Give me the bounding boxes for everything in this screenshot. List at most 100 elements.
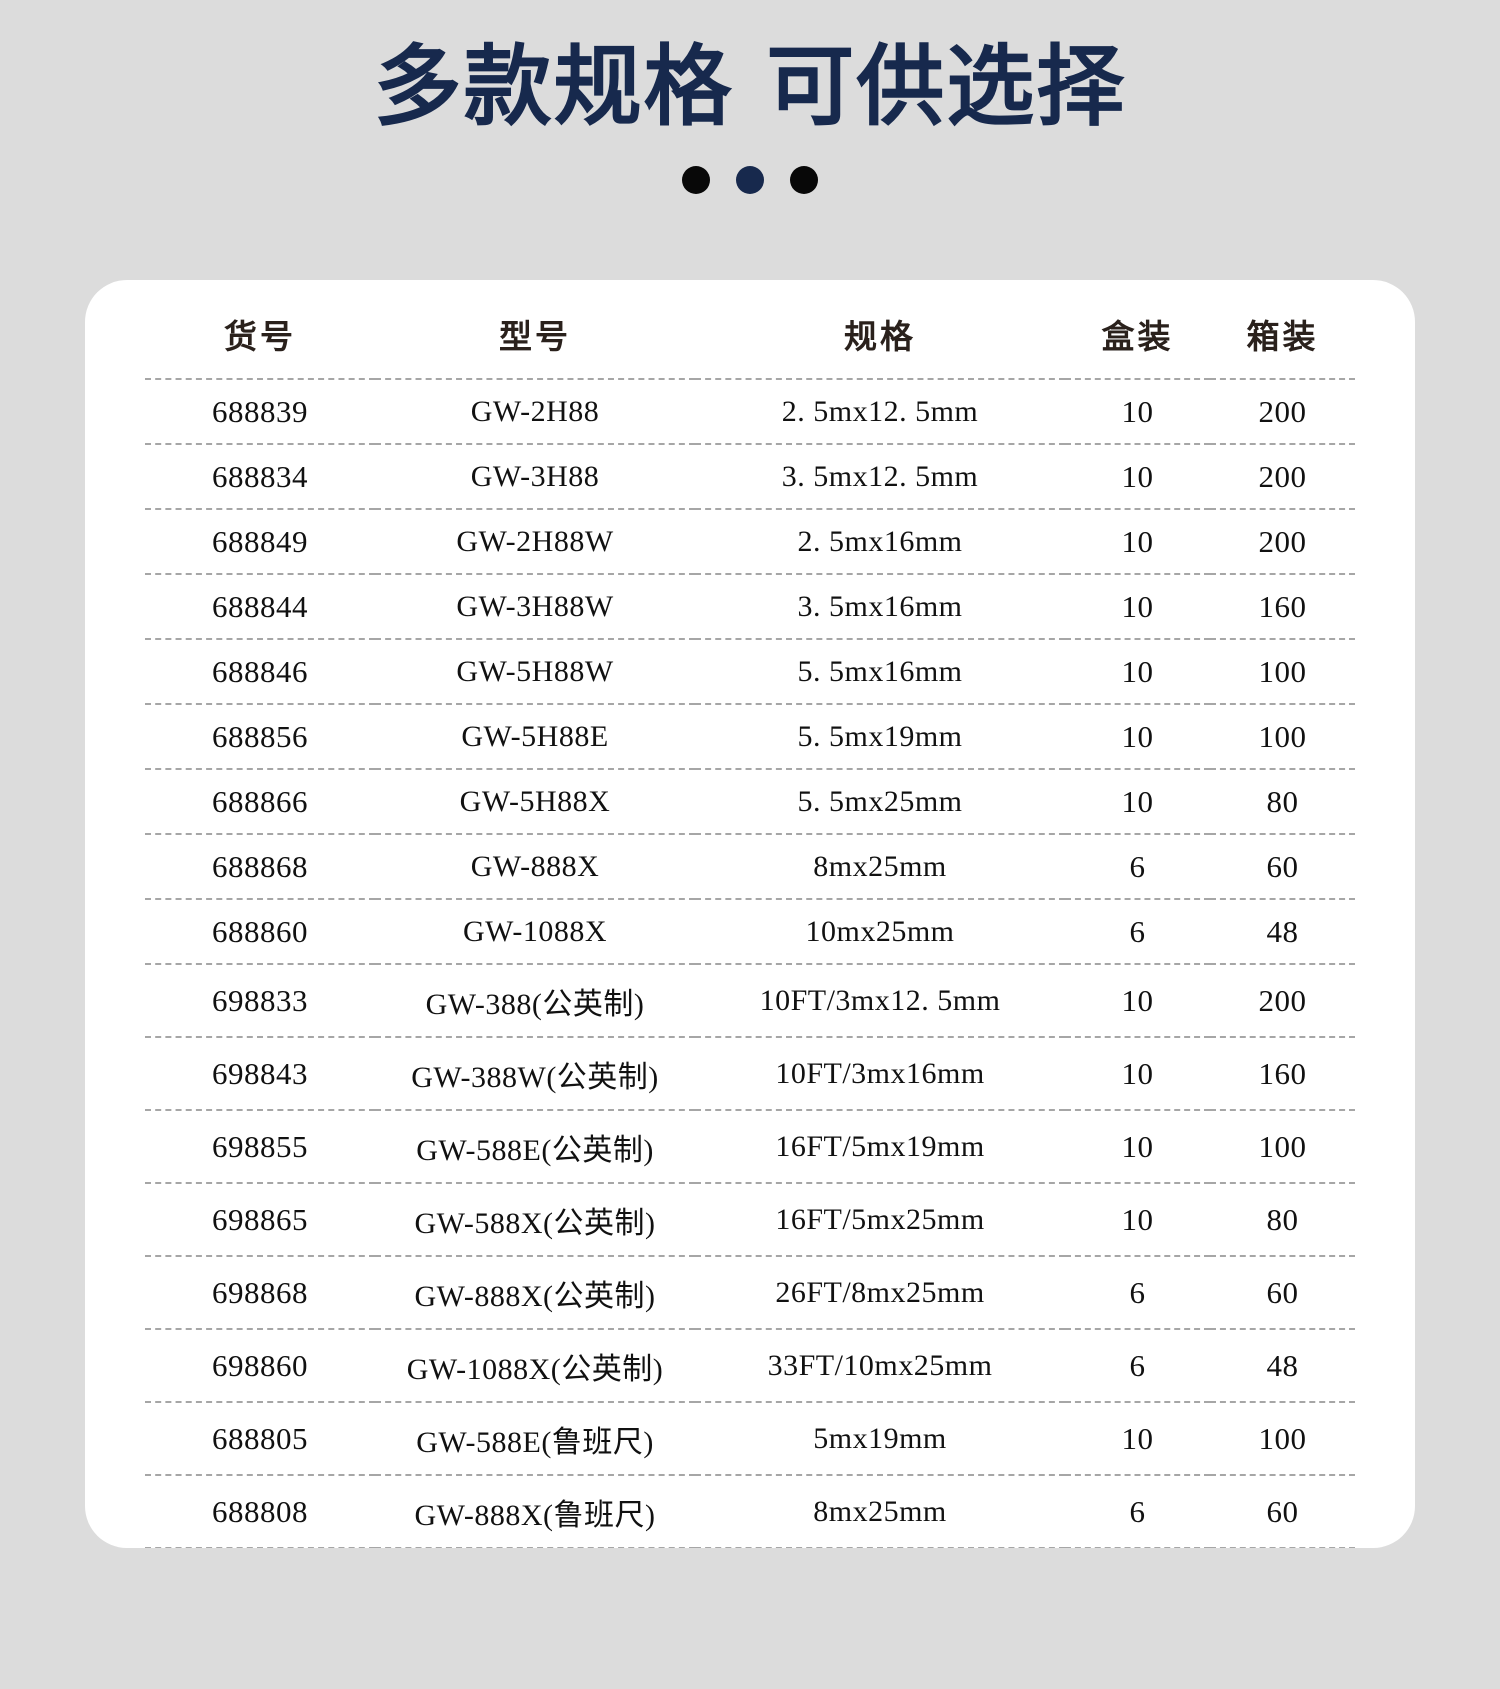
column-header-code: 货号 [145, 288, 375, 380]
cell-carton: 60 [1210, 1256, 1355, 1330]
cell-spec: 3. 5mx12. 5mm [695, 444, 1065, 510]
cell-box: 10 [1065, 1037, 1210, 1111]
table-row: 698865 GW-588X(公英制) 16FT/5mx25mm 10 80 [145, 1183, 1355, 1257]
cell-carton: 160 [1210, 1037, 1355, 1111]
column-header-model: 型号 [375, 288, 695, 380]
cell-model: GW-5H88X [375, 769, 695, 835]
cell-box: 6 [1065, 1329, 1210, 1403]
cell-spec: 5. 5mx16mm [695, 639, 1065, 705]
table-row: 688844 GW-3H88W 3. 5mx16mm 10 160 [145, 574, 1355, 640]
cell-box: 10 [1065, 509, 1210, 575]
cell-code: 688808 [145, 1475, 375, 1548]
table-row: 688839 GW-2H88 2. 5mx12. 5mm 10 200 [145, 379, 1355, 445]
cell-model: GW-588E(鲁班尺) [375, 1402, 695, 1476]
cell-box: 6 [1065, 1256, 1210, 1330]
cell-carton: 48 [1210, 899, 1355, 965]
cell-box: 10 [1065, 574, 1210, 640]
cell-code: 688866 [145, 769, 375, 835]
cell-spec: 16FT/5mx19mm [695, 1110, 1065, 1184]
cell-model: GW-5H88W [375, 639, 695, 705]
cell-carton: 200 [1210, 964, 1355, 1038]
cell-code: 698855 [145, 1110, 375, 1184]
cell-box: 6 [1065, 899, 1210, 965]
page-title: 多款规格 可供选择 [373, 35, 1127, 138]
table-row: 698860 GW-1088X(公英制) 33FT/10mx25mm 6 48 [145, 1329, 1355, 1403]
cell-carton: 48 [1210, 1329, 1355, 1403]
cell-code: 688856 [145, 704, 375, 770]
cell-carton: 60 [1210, 834, 1355, 900]
table-row: 688808 GW-888X(鲁班尺) 8mx25mm 6 60 [145, 1475, 1355, 1548]
cell-code: 698860 [145, 1329, 375, 1403]
cell-code: 688849 [145, 509, 375, 575]
cell-box: 6 [1065, 834, 1210, 900]
cell-spec: 5. 5mx19mm [695, 704, 1065, 770]
table-row: 688849 GW-2H88W 2. 5mx16mm 10 200 [145, 509, 1355, 575]
cell-carton: 200 [1210, 444, 1355, 510]
table-row: 688805 GW-588E(鲁班尺) 5mx19mm 10 100 [145, 1402, 1355, 1476]
cell-model: GW-1088X(公英制) [375, 1329, 695, 1403]
cell-spec: 16FT/5mx25mm [695, 1183, 1065, 1257]
column-header-box: 盒装 [1065, 288, 1210, 380]
cell-code: 698843 [145, 1037, 375, 1111]
dot-icon-3 [790, 165, 818, 194]
cell-model: GW-588X(公英制) [375, 1183, 695, 1257]
cell-model: GW-388(公英制) [375, 964, 695, 1038]
cell-carton: 100 [1210, 704, 1355, 770]
cell-code: 698833 [145, 964, 375, 1038]
cell-spec: 2. 5mx16mm [695, 509, 1065, 575]
cell-model: GW-888X [375, 834, 695, 900]
decorative-dots [0, 163, 1500, 197]
spec-table-wrapper: 货号 型号 规格 盒装 箱装 688839 GW-2H88 2. 5mx12. 5m… [145, 288, 1355, 1548]
table-row: 688846 GW-5H88W 5. 5mx16mm 10 100 [145, 639, 1355, 705]
cell-model: GW-5H88E [375, 704, 695, 770]
cell-spec: 2. 5mx12. 5mm [695, 379, 1065, 445]
spec-table-body: 688839 GW-2H88 2. 5mx12. 5mm 10 200 688834 GW-… [145, 379, 1355, 1548]
cell-spec: 26FT/8mx25mm [695, 1256, 1065, 1330]
cell-spec: 33FT/10mx25mm [695, 1329, 1065, 1403]
table-row: 698855 GW-588E(公英制) 16FT/5mx19mm 10 100 [145, 1110, 1355, 1184]
cell-spec: 5. 5mx25mm [695, 769, 1065, 835]
cell-code: 688805 [145, 1402, 375, 1476]
cell-box: 10 [1065, 639, 1210, 705]
cell-carton: 160 [1210, 574, 1355, 640]
cell-model: GW-1088X [375, 899, 695, 965]
cell-box: 10 [1065, 964, 1210, 1038]
cell-code: 688839 [145, 379, 375, 445]
cell-spec: 3. 5mx16mm [695, 574, 1065, 640]
cell-carton: 100 [1210, 1402, 1355, 1476]
cell-box: 10 [1065, 1110, 1210, 1184]
cell-model: GW-3H88W [375, 574, 695, 640]
table-row: 688834 GW-3H88 3. 5mx12. 5mm 10 200 [145, 444, 1355, 510]
table-row: 688856 GW-5H88E 5. 5mx19mm 10 100 [145, 704, 1355, 770]
cell-model: GW-888X(公英制) [375, 1256, 695, 1330]
cell-carton: 80 [1210, 769, 1355, 835]
cell-spec: 8mx25mm [695, 834, 1065, 900]
cell-carton: 100 [1210, 639, 1355, 705]
cell-carton: 200 [1210, 379, 1355, 445]
column-header-carton: 箱装 [1210, 288, 1355, 380]
table-row: 698833 GW-388(公英制) 10FT/3mx12. 5mm 10 200 [145, 964, 1355, 1038]
cell-box: 10 [1065, 444, 1210, 510]
cell-carton: 60 [1210, 1475, 1355, 1548]
cell-model: GW-2H88W [375, 509, 695, 575]
cell-code: 688844 [145, 574, 375, 640]
cell-model: GW-3H88 [375, 444, 695, 510]
table-row: 698843 GW-388W(公英制) 10FT/3mx16mm 10 160 [145, 1037, 1355, 1111]
title-block: 多款规格 可供选择 [0, 0, 1500, 197]
cell-code: 688868 [145, 834, 375, 900]
cell-carton: 80 [1210, 1183, 1355, 1257]
cell-box: 10 [1065, 704, 1210, 770]
cell-box: 6 [1065, 1475, 1210, 1548]
cell-spec: 10mx25mm [695, 899, 1065, 965]
cell-box: 10 [1065, 769, 1210, 835]
cell-spec: 8mx25mm [695, 1475, 1065, 1548]
cell-code: 698865 [145, 1183, 375, 1257]
table-header-row: 货号 型号 规格 盒装 箱装 [145, 288, 1355, 380]
cell-box: 10 [1065, 379, 1210, 445]
cell-carton: 100 [1210, 1110, 1355, 1184]
table-row: 688866 GW-5H88X 5. 5mx25mm 10 80 [145, 769, 1355, 835]
spec-table: 货号 型号 规格 盒装 箱装 688839 GW-2H88 2. 5mx12. 5m… [145, 288, 1355, 1548]
cell-model: GW-888X(鲁班尺) [375, 1475, 695, 1548]
spec-table-head: 货号 型号 规格 盒装 箱装 [145, 288, 1355, 380]
